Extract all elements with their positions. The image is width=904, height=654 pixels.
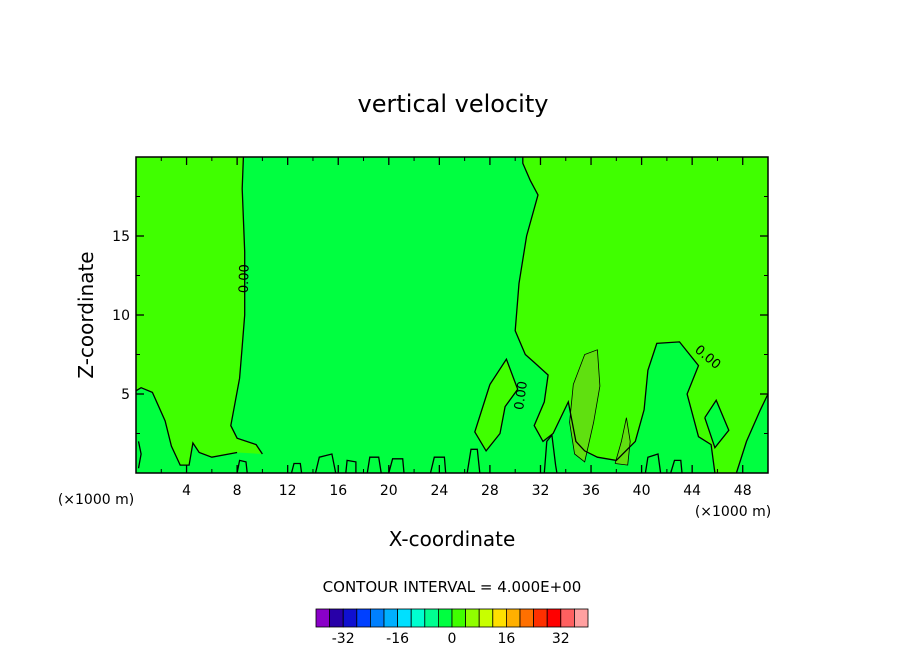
colorbar-label: -16	[386, 631, 409, 647]
y-tick-label: 10	[112, 308, 130, 324]
colorbar-swatch	[492, 608, 507, 628]
y-axis-title: Z-coordinate	[74, 251, 98, 378]
region-downdraft-blob-right	[704, 400, 729, 448]
colorbar-label: 32	[552, 631, 570, 647]
colorbar	[315, 608, 589, 628]
zero-contour-16	[670, 459, 683, 474]
x-origin-unit-label: (×1000 m)	[58, 492, 134, 508]
colorbar-swatch	[315, 608, 331, 628]
x-axis-ticks: 4 8 12 16 20 24 28 32 36 40 44 48	[160, 157, 752, 499]
core-contour-lines	[569, 349, 631, 466]
plot-area: 0.000.000.00	[135, 156, 769, 474]
colorbar-swatch	[533, 608, 548, 628]
zero-contour-11	[429, 456, 447, 474]
colorbar-label: 16	[497, 631, 515, 647]
x-tick-label: 36	[582, 483, 600, 499]
colorbar-swatch	[342, 608, 358, 628]
zero-contour-14	[466, 448, 481, 474]
x-tick-label: 32	[532, 483, 550, 499]
region-updraft-left	[136, 157, 263, 466]
x-tick-label: 28	[481, 483, 499, 499]
x-tick-label: 16	[329, 483, 347, 499]
x-axis-unit-label: (×1000 m)	[695, 504, 771, 520]
core-contour-0	[569, 349, 601, 463]
x-tick-label: 8	[233, 483, 242, 499]
zero-contour-7	[314, 453, 337, 474]
colorbar-swatch	[478, 608, 494, 628]
zero-contour-6	[137, 441, 142, 469]
chart-title: vertical velocity	[358, 90, 549, 118]
x-tick-label: 24	[430, 483, 448, 499]
contour-label-0: 0.00	[237, 264, 253, 293]
zero-contour-2	[514, 157, 716, 474]
x-tick-label: 12	[279, 483, 297, 499]
zero-contour-17	[543, 433, 558, 474]
colorbar-swatch	[560, 608, 575, 628]
colorbar-swatch	[383, 608, 399, 628]
x-tick-label: 40	[633, 483, 651, 499]
x-tick-label: 48	[734, 483, 752, 499]
region-updraft-center	[474, 359, 518, 451]
colorbar-swatch	[519, 608, 535, 628]
colorbar-swatch	[451, 608, 467, 628]
colorbar-labels: -32 -16 0 16 32	[332, 631, 570, 647]
zero-contour-4	[474, 357, 519, 453]
x-axis-title: X-coordinate	[389, 527, 516, 551]
zero-contour-15	[644, 453, 662, 474]
colorbar-swatch	[424, 608, 439, 628]
contour-label-1: 0.00	[512, 380, 531, 411]
zero-contour-12	[290, 462, 303, 474]
colorbar-label: -32	[332, 631, 355, 647]
colorbar-swatch	[369, 608, 385, 628]
y-tick-label: 15	[112, 229, 130, 245]
zero-contour-13	[236, 459, 248, 474]
zero-contour-3	[735, 393, 769, 474]
y-tick-label: 5	[121, 387, 130, 403]
zero-contour-9	[366, 456, 382, 474]
colorbar-swatch	[397, 608, 412, 628]
core-contour-1	[614, 417, 631, 466]
zero-contour-0	[230, 156, 263, 455]
zero-contour-1	[135, 386, 238, 466]
y-axis-ticks: 5 10 15	[112, 196, 768, 434]
zero-contour-5	[704, 398, 730, 450]
x-tick-label: 4	[182, 483, 191, 499]
colorbar-swatch	[356, 608, 371, 628]
colorbar-swatch	[410, 608, 426, 628]
zero-contour-10	[388, 458, 405, 474]
contour-interval-text: CONTOUR INTERVAL = 4.000E+00	[323, 578, 582, 596]
zero-contour-lines	[135, 156, 769, 474]
colorbar-swatch	[546, 608, 562, 628]
colorbar-label: 0	[448, 631, 457, 647]
region-core-38	[615, 417, 631, 466]
colorbar-swatch	[574, 608, 589, 628]
colorbar-swatch	[329, 608, 344, 628]
colorbar-swatch	[465, 608, 480, 628]
colorbar-swatch	[505, 608, 521, 628]
zero-contour-8	[345, 459, 357, 474]
updraft-core-fills	[569, 349, 631, 466]
region-core-34	[569, 349, 600, 462]
x-tick-label: 44	[683, 483, 701, 499]
colorbar-swatch	[437, 608, 453, 628]
x-tick-label: 20	[380, 483, 398, 499]
